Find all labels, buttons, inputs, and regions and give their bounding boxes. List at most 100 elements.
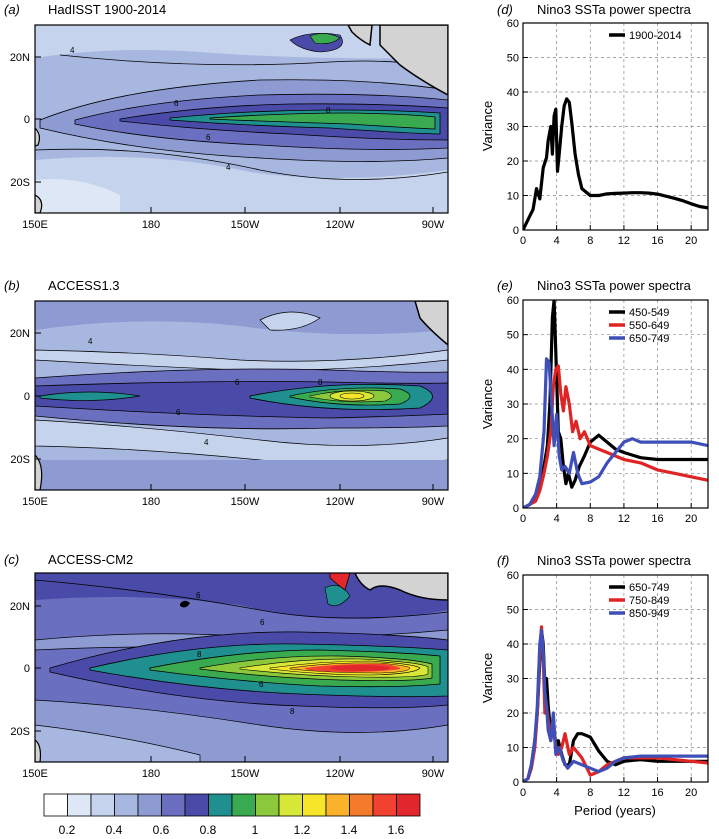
contour-label: 6 — [206, 133, 211, 142]
chart-title-e: Nino3 SSTa power spectra — [537, 278, 692, 293]
colorbar-swatch — [161, 793, 186, 817]
colorbar-tick-label: 1.4 — [341, 823, 358, 837]
contour-label: 8 — [326, 106, 331, 115]
colorbar-swatches — [43, 793, 421, 817]
lat-tick-label: 20N — [10, 328, 30, 340]
contour-label: 8 — [197, 650, 202, 659]
y-tick-label: 10 — [507, 191, 519, 203]
y-tick-label: 30 — [507, 122, 519, 134]
lon-tick-label: 180 — [142, 496, 160, 508]
x-tick-label: 16 — [651, 235, 663, 247]
colorbar: 0.2 0.4 0.6 0.8 1 1.2 1.4 1.6 — [43, 793, 421, 837]
legend-label: 650-749 — [629, 333, 669, 345]
contour-label: 4 — [70, 46, 75, 55]
y-axis-label-d: Variance — [480, 101, 495, 151]
y-tick-label: 60 — [507, 18, 519, 30]
y-tick-label: 30 — [507, 674, 519, 686]
lon-tick-label: 150W — [231, 768, 260, 780]
map-field-c — [35, 573, 448, 762]
map-ticks-c — [34, 605, 434, 762]
lon-tick-label: 150E — [22, 496, 48, 508]
y-tick-label: 20 — [507, 156, 519, 168]
x-tick-label: 20 — [685, 787, 697, 799]
legend-label: 550-649 — [629, 320, 669, 332]
x-tick-label: 0 — [520, 513, 526, 525]
contour-label: 8 — [290, 707, 295, 716]
x-tick-label: 12 — [618, 235, 630, 247]
chart-grid-f — [523, 575, 708, 782]
x-tick-label: 20 — [685, 513, 697, 525]
lat-tick-label: 20S — [10, 454, 30, 466]
lon-tick-label: 150W — [231, 219, 260, 231]
lat-tick-label: 0 — [24, 114, 30, 126]
map-field-b — [35, 301, 448, 490]
legend-label: 450-549 — [629, 307, 669, 319]
colorbar-swatch — [90, 793, 115, 817]
lon-tick-label: 90W — [422, 768, 445, 780]
y-tick-label: 50 — [507, 605, 519, 617]
map-panel-b: (b) ACCESS1.3 4 6 6 8 4 — [4, 278, 449, 508]
colorbar-swatch — [255, 793, 280, 817]
chart-ticks-d: 0 4 8 12 16 20 0 10 20 30 40 50 60 — [507, 18, 698, 247]
colorbar-swatch — [302, 793, 327, 817]
colorbar-tick-label: 0.2 — [59, 823, 76, 837]
lat-tick-label: 20N — [10, 601, 30, 613]
x-tick-label: 4 — [554, 513, 560, 525]
chart-title-f: Nino3 SSTa power spectra — [537, 553, 692, 568]
lon-tick-label: 120W — [326, 496, 355, 508]
x-tick-label: 8 — [587, 787, 593, 799]
series-line — [523, 364, 708, 508]
colorbar-tick-label: 0.6 — [153, 823, 170, 837]
y-tick-label: 60 — [507, 570, 519, 582]
colorbar-swatch — [231, 793, 256, 817]
x-tick-label: 0 — [520, 787, 526, 799]
lon-tick-label: 120W — [326, 768, 355, 780]
lon-tick-label: 150E — [22, 768, 48, 780]
colorbar-swatch — [114, 793, 139, 817]
chart-ticks-e: 0 4 8 12 16 20 0 10 20 30 40 50 60 — [507, 295, 698, 525]
panel-label-d: (d) — [497, 2, 513, 17]
colorbar-swatch — [67, 793, 92, 817]
lon-tick-label: 90W — [422, 496, 445, 508]
x-axis-label-f: Period (years) — [574, 803, 656, 818]
map-panel-a: (a) HadISST 1900-2014 6 6 8 4 4 — [4, 2, 449, 231]
lat-tick-label: 0 — [24, 391, 30, 403]
legend-label: 750-849 — [629, 595, 669, 607]
chart-ticks-f: 0 4 8 12 16 20 0 10 20 30 40 50 60 — [507, 570, 698, 799]
y-tick-label: 40 — [507, 639, 519, 651]
contour-label: 6 — [196, 591, 201, 600]
y-tick-label: 0 — [513, 225, 519, 237]
colorbar-swatch — [137, 793, 162, 817]
chart-lines-f — [523, 625, 708, 782]
y-axis-label-e: Variance — [480, 379, 495, 429]
map-field-a — [35, 25, 448, 213]
panel-label-c: (c) — [4, 552, 19, 567]
colorbar-swatch — [43, 793, 68, 817]
colorbar-swatch — [278, 793, 303, 817]
spectrum-panel-d: (d) Nino3 SSTa power spectra 0 4 8 12 16 20 0 1… — [480, 2, 709, 247]
contour-label: 4 — [88, 337, 93, 346]
series-line — [523, 357, 708, 508]
lon-tick-label: 120W — [326, 219, 355, 231]
lat-tick-label: 20N — [10, 52, 30, 64]
legend-d: 1900-2014 — [609, 30, 682, 42]
contour-label: 6 — [176, 408, 181, 417]
panel-label-f: (f) — [497, 553, 509, 568]
chart-lines-e — [523, 300, 708, 508]
series-line — [523, 628, 708, 782]
colorbar-tick-label: 0.4 — [106, 823, 123, 837]
colorbar-tick-label: 0.8 — [200, 823, 217, 837]
y-tick-label: 30 — [507, 399, 519, 411]
legend-label: 650-749 — [629, 582, 669, 594]
x-tick-label: 8 — [587, 513, 593, 525]
contour-label: 4 — [204, 438, 209, 447]
lon-tick-label: 180 — [142, 219, 160, 231]
x-tick-label: 16 — [651, 787, 663, 799]
contour-label: 8 — [318, 378, 323, 387]
map-title-b: ACCESS1.3 — [48, 278, 120, 293]
colorbar-tick-label: 1.6 — [388, 823, 405, 837]
colorbar-swatch — [208, 793, 233, 817]
